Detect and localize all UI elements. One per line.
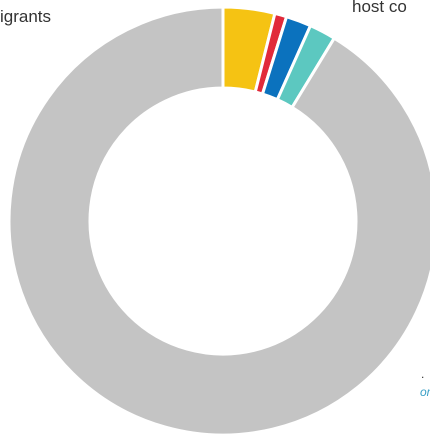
source-note-fragment: . <box>421 367 425 381</box>
chart-label-fragment: igrants <box>0 7 52 26</box>
donut-slice-5 <box>7 5 430 434</box>
chart-label-fragment: host co <box>352 0 407 16</box>
source-link-fragment[interactable]: org <box>420 385 430 399</box>
